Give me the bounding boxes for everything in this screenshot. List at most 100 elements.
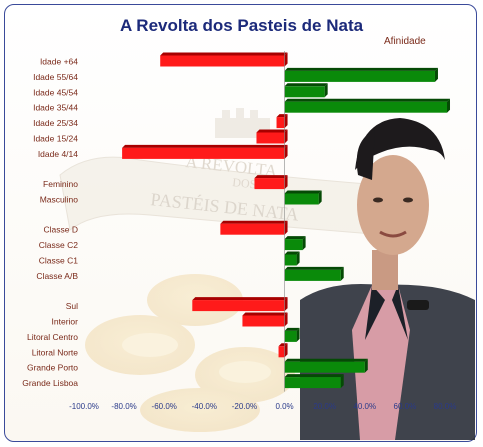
bar-front-face — [284, 330, 297, 342]
category-label: Classe A/B — [36, 271, 78, 281]
x-tick-label: -20.0% — [232, 402, 257, 411]
bar-front-face — [284, 193, 319, 205]
bar-masculino — [284, 190, 322, 205]
category-label: Feminino — [43, 179, 78, 189]
bar-side-face — [296, 327, 300, 342]
bar-side-face — [302, 236, 306, 251]
bar-classe-d — [220, 220, 288, 235]
bar-front-face — [284, 377, 341, 389]
category-label: Idade 55/64 — [33, 72, 78, 82]
bar-front-face — [276, 117, 285, 129]
x-tick-label: -100.0% — [69, 402, 99, 411]
bar-front-face — [160, 55, 285, 67]
bar-idade-4-14 — [122, 144, 288, 159]
x-tick-label: -40.0% — [192, 402, 217, 411]
x-tick-label: -80.0% — [111, 402, 136, 411]
bar-front-face — [284, 361, 365, 373]
category-label: Masculino — [40, 195, 79, 205]
bar-side-face — [284, 343, 288, 358]
x-tick-label: 80.0% — [434, 402, 457, 411]
bar-front-face — [122, 147, 285, 159]
bars-layer — [122, 51, 451, 392]
bar-top-face — [192, 297, 288, 301]
category-label: Idade 15/24 — [33, 134, 78, 144]
bar-side-face — [284, 220, 288, 235]
bar-idade-64 — [160, 52, 288, 67]
banner-text-2: DOS — [232, 175, 257, 191]
bar-front-face — [254, 178, 285, 190]
bar-top-face — [284, 98, 451, 102]
bar-grande-lisboa — [284, 374, 344, 389]
category-label: Grande Lisboa — [22, 378, 78, 388]
bar-top-face — [220, 220, 288, 224]
category-label: Classe C1 — [39, 256, 78, 266]
bar-side-face — [284, 114, 288, 129]
bar-litoral-centro — [284, 327, 300, 342]
bar-top-face — [284, 67, 438, 71]
bar-top-face — [284, 83, 328, 87]
category-labels: Idade +64 Idade 55/64 Idade 45/54 Idade 35/… — [22, 57, 78, 389]
bar-front-face — [220, 223, 285, 235]
bar-top-face — [284, 266, 344, 270]
bar-top-face — [242, 312, 288, 316]
bar-top-face — [254, 175, 288, 179]
bar-idade-25-34 — [276, 114, 288, 129]
x-tick-label: 40.0% — [353, 402, 376, 411]
bar-idade-15-24 — [256, 129, 288, 144]
bar-front-face — [192, 300, 285, 312]
category-label: Idade 4/14 — [38, 149, 78, 159]
bar-side-face — [447, 98, 451, 113]
bar-side-face — [296, 251, 300, 266]
bar-front-face — [242, 315, 285, 327]
bar-classe-c1 — [284, 251, 300, 266]
category-label: Litoral Norte — [32, 347, 79, 357]
x-tick-label: -60.0% — [152, 402, 177, 411]
bar-idade-45-54 — [284, 83, 328, 98]
category-label: Sul — [66, 301, 78, 311]
bar-interior — [242, 312, 288, 327]
bar-top-face — [284, 327, 300, 331]
x-tick-label: 0.0% — [275, 402, 293, 411]
bar-top-face — [256, 129, 288, 133]
bar-top-face — [284, 374, 344, 378]
bar-front-face — [284, 269, 341, 281]
bar-side-face — [364, 358, 368, 373]
category-label: Idade 45/54 — [33, 87, 78, 97]
bar-front-face — [256, 132, 285, 144]
category-label: Idade 25/34 — [33, 118, 78, 128]
bar-classe-c2 — [284, 236, 306, 251]
bar-classe-a-b — [284, 266, 344, 281]
bar-litoral-norte — [278, 343, 288, 358]
bar-front-face — [284, 70, 435, 82]
legend-label: Afinidade — [384, 36, 426, 47]
chart-title: A Revolta dos Pasteis de Nata — [119, 16, 364, 35]
bar-side-face — [284, 129, 288, 144]
bar-top-face — [278, 343, 288, 347]
bar-side-face — [318, 190, 322, 205]
bar-front-face — [284, 86, 325, 98]
bar-top-face — [284, 251, 300, 255]
bar-side-face — [324, 83, 328, 98]
bar-front-face — [284, 101, 448, 113]
bar-idade-55-64 — [284, 67, 438, 82]
bar-side-face — [340, 266, 344, 281]
x-axis-tick-labels: -100.0% -80.0% -60.0% -40.0% -20.0% 0.0% 20.0%… — [69, 402, 456, 411]
bar-top-face — [160, 52, 288, 56]
bar-side-face — [284, 52, 288, 67]
category-label: Grande Porto — [27, 363, 78, 373]
category-label: Idade +64 — [40, 57, 78, 67]
presenter-figure — [300, 118, 475, 440]
category-label: Classe C2 — [39, 240, 78, 250]
bar-feminino — [254, 175, 288, 190]
category-label: Interior — [52, 317, 79, 327]
category-label: Classe D — [44, 225, 78, 235]
bar-side-face — [284, 297, 288, 312]
bar-front-face — [284, 239, 303, 251]
bar-top-face — [284, 358, 368, 362]
bar-side-face — [284, 144, 288, 159]
bar-side-face — [340, 374, 344, 389]
bar-side-face — [434, 67, 438, 82]
x-tick-label: 60.0% — [394, 402, 417, 411]
